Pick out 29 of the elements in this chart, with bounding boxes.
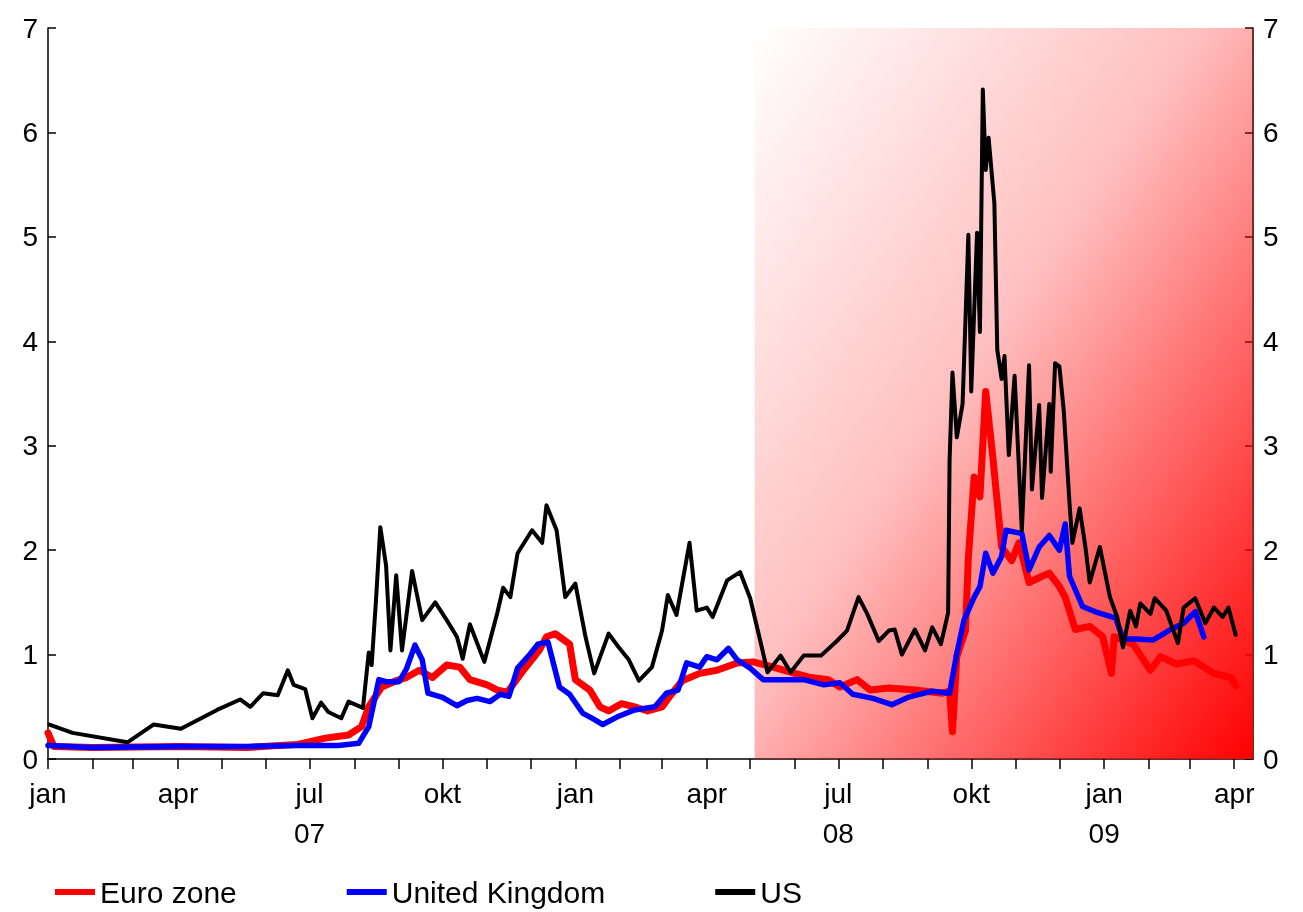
x-tick-label: jul 07 [293, 777, 326, 849]
x-tick-label: apr [686, 777, 728, 809]
x-tick-label: jan [28, 777, 67, 809]
y2-tick-label: 6 [1263, 116, 1279, 148]
legend-label: US [760, 875, 802, 909]
y2-tick-label: 5 [1263, 221, 1279, 253]
legend-label: United Kingdom [391, 875, 606, 909]
y-tick-label: 2 [22, 534, 38, 566]
y-tick-label: 3 [22, 430, 38, 462]
x-tick-label: okt [423, 777, 462, 809]
x-tick-label: apr [1213, 777, 1255, 809]
y2-tick-label: 0 [1263, 743, 1279, 775]
y2-tick-label: 1 [1263, 639, 1279, 671]
x-tick-label: okt [952, 777, 991, 809]
y2-tick-label: 3 [1263, 430, 1279, 462]
y-tick-label: 5 [22, 221, 38, 253]
x-tick-label: jan [555, 777, 595, 809]
x-tick-label: jan 09 [1084, 777, 1123, 849]
y-tick-label: 0 [22, 743, 38, 775]
y2-tick-label: 4 [1263, 325, 1279, 357]
y-tick-label: 1 [22, 639, 38, 671]
y-tick-label: 4 [22, 325, 38, 357]
y2-tick-label: 2 [1263, 534, 1279, 566]
y2-tick-label: 7 [1263, 12, 1279, 44]
y-tick-label: 6 [22, 116, 38, 148]
x-tick-label: apr [157, 777, 199, 809]
x-tick-label: jul 08 [822, 777, 854, 849]
legend-label: Euro zone [100, 875, 237, 909]
y-tick-label: 7 [22, 12, 38, 44]
